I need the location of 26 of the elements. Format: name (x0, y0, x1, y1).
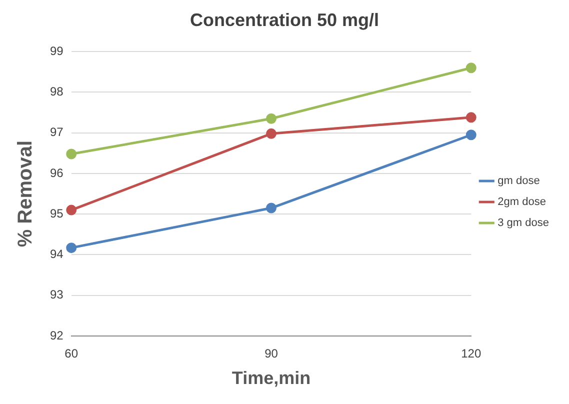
x-tick-label: 90 (264, 346, 278, 361)
point (466, 62, 476, 74)
y-tick-label: 92 (50, 328, 64, 342)
legend-label: 2gm dose (498, 196, 546, 208)
point (66, 242, 77, 254)
point (466, 112, 476, 123)
point (466, 130, 476, 140)
x-tick-label: 60 (64, 346, 78, 361)
legend-label: 3 gm dose (498, 217, 550, 230)
y-axis-title: % Removal (14, 140, 37, 248)
y-tick-label: 94 (50, 247, 64, 262)
y-tick-label: 97 (50, 125, 64, 140)
chart-title: Concentration 50 mg/l (190, 10, 380, 30)
y-tick-label: 98 (50, 84, 64, 99)
point (66, 148, 77, 160)
point (266, 128, 276, 139)
x-tick-label: 120 (461, 346, 482, 361)
point (66, 204, 77, 216)
y-tick-label: 95 (50, 206, 64, 220)
y-tick-label: 93 (50, 288, 64, 302)
legend-label: gm dose (498, 175, 540, 188)
point (266, 202, 276, 214)
y-tick-label: 99 (50, 44, 64, 58)
y-tick-label: 96 (50, 166, 64, 180)
x-axis-title: Time,min (232, 368, 311, 388)
point (266, 113, 276, 124)
